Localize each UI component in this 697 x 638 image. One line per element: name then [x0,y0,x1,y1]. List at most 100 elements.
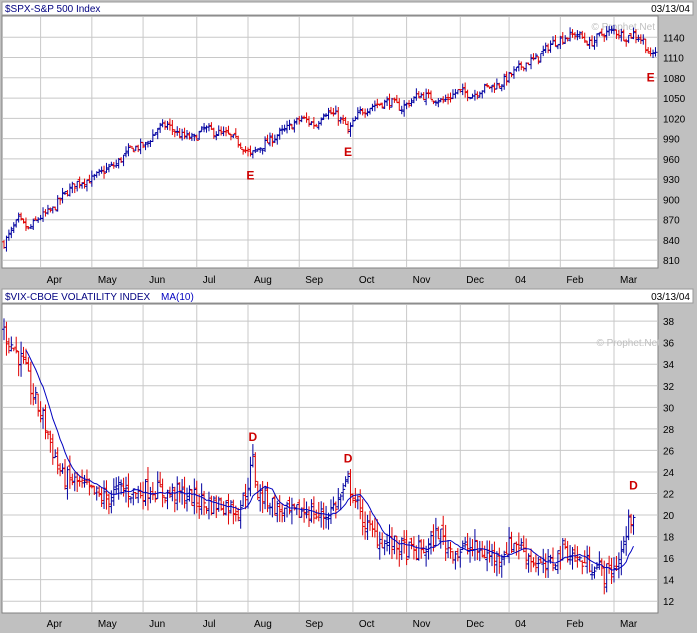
ohlc-bar [338,116,343,124]
ohlc-bar [53,206,58,211]
spx-y-axis: 810 840 870 900 930 960 990 1020 1050 1080 1110 114… [663,33,686,267]
x-tick-label: Sep [305,619,323,630]
y-tick-label: 12 [663,597,675,608]
ohlc-bar [521,535,526,553]
ohlc-bar [475,539,480,561]
ohlc-bar [33,386,38,404]
y-tick-label: 30 [663,403,675,414]
ohlc-bar [619,540,624,576]
annotation-marker: E [647,71,655,85]
ohlc-bar [23,348,28,365]
ohlc-bar [385,96,390,107]
ohlc-bar [546,548,551,578]
vix-watermark: © Prophet.Net [596,338,660,349]
ohlc-bar [189,132,194,141]
ohlc-bar [524,538,529,570]
ohlc-bar [404,102,409,110]
ohlc-bar [458,548,463,568]
ohlc-bar [565,37,570,42]
vix-title-text: $VIX-CBOE VOLATILITY INDEX [5,292,151,303]
ohlc-bar [48,207,53,213]
ohlc-bar [363,511,368,540]
ohlc-bar [211,127,216,139]
ohlc-bar [250,444,255,468]
ohlc-bar [89,484,94,489]
ohlc-bar [253,146,258,154]
ohlc-bar [121,477,126,497]
y-tick-label: 900 [663,195,680,206]
ohlc-bar [358,106,363,115]
ohlc-bar [448,92,453,103]
ohlc-bar [331,496,336,511]
annotation-marker: E [344,145,352,159]
ohlc-bar [143,141,148,151]
x-tick-label: Mar [620,275,638,286]
ohlc-bar [377,531,382,560]
ohlc-bar [155,471,160,499]
ohlc-bar [519,538,524,550]
ohlc-bar [270,133,275,147]
ohlc-bar [382,99,387,109]
ohlc-bar [9,336,14,352]
ohlc-bar [387,93,392,110]
ohlc-bar [429,90,433,100]
ohlc-bar [541,45,546,57]
ohlc-bar [631,514,636,535]
ohlc-bar [631,27,636,40]
ohlc-bar [311,116,316,129]
ohlc-bar [82,178,87,189]
ohlc-bar [463,537,468,549]
ohlc-bar [228,500,233,514]
ohlc-bar [226,125,231,135]
ohlc-bar [568,545,573,565]
vix-x-axis: Apr May Jun Jul Aug Sep Oct Nov Dec 04 Feb Mar [47,619,638,630]
ohlc-bar [582,32,587,43]
ohlc-bar [558,35,563,50]
ohlc-bar [87,174,92,184]
annotation-marker: D [629,479,638,493]
ohlc-bar [128,145,133,148]
ohlc-bar [516,60,521,72]
spx-plot-area [1,15,659,269]
ohlc-bar [336,487,341,510]
ohlc-bar [38,401,43,423]
ohlc-bar [343,476,348,488]
ohlc-bar [280,503,285,523]
vix-header-bar [1,288,694,304]
ohlc-bar [265,134,270,144]
ohlc-bar [111,478,116,506]
ohlc-bar [124,146,128,158]
ohlc-bar [80,182,85,189]
ohlc-bar [468,97,473,100]
ohlc-bar [507,527,512,564]
ohlc-bar [326,107,331,120]
x-tick-label: 04 [515,275,527,286]
ohlc-bar [590,564,595,580]
ohlc-bar [124,476,128,503]
ohlc-bar [33,216,38,221]
ohlc-bar [311,496,316,524]
spx-watermark: © Prophet.Net [591,22,655,33]
y-tick-label: 22 [663,490,675,501]
ohlc-bar [197,130,202,141]
ohlc-bar [438,528,443,549]
ohlc-bar [45,430,50,440]
ohlc-bar [592,36,597,50]
ohlc-bar [65,466,70,500]
ohlc-bar [499,554,504,578]
vix-plot-area [1,303,659,614]
ohlc-bar [189,489,194,507]
ohlc-bar [58,197,63,205]
ohlc-bar [21,346,26,364]
ohlc-bar [102,165,107,179]
ohlc-bar [341,114,346,124]
ohlc-bar [633,29,638,44]
ohlc-bar [599,28,604,36]
y-tick-label: 14 [663,576,675,587]
ohlc-bar [177,482,182,503]
vix-ma10-line [25,349,634,571]
ohlc-bar [643,38,648,54]
ohlc-bar [175,126,180,136]
ohlc-bar [509,531,514,554]
